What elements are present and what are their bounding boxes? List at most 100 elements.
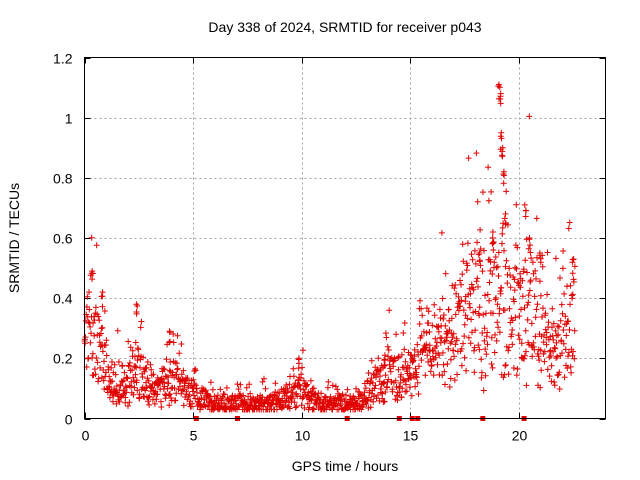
data-point [529, 259, 536, 266]
data-point [383, 334, 390, 341]
data-point [119, 362, 126, 369]
data-point [564, 365, 571, 372]
data-point [259, 378, 266, 385]
x-tick-label: 10 [295, 428, 311, 444]
data-point-spike [489, 234, 496, 241]
data-point [435, 328, 442, 335]
data-point [311, 391, 318, 398]
data-point [487, 258, 494, 265]
data-point [154, 391, 161, 398]
data-point [479, 268, 486, 275]
data-point-spike [167, 338, 173, 345]
data-point [114, 327, 121, 334]
data-point [151, 400, 158, 407]
data-point [472, 308, 479, 315]
data-point [482, 292, 488, 299]
data-point [413, 374, 420, 381]
data-point [446, 327, 453, 333]
data-point [380, 399, 387, 405]
data-point [186, 391, 193, 398]
data-point [408, 352, 415, 359]
data-point-spike [502, 221, 509, 228]
data-point [298, 371, 305, 378]
data-point [513, 265, 520, 272]
data-point [430, 372, 437, 379]
data-point [417, 297, 423, 304]
data-point [533, 306, 540, 313]
data-point [286, 405, 293, 412]
data-point [385, 347, 392, 353]
data-point [365, 370, 372, 376]
data-point [133, 377, 140, 384]
data-point [483, 351, 490, 358]
y-tick-label: 0.8 [53, 171, 73, 187]
data-point [92, 371, 99, 378]
data-point [475, 283, 481, 290]
data-point [465, 334, 472, 341]
data-point [481, 325, 488, 332]
data-point [376, 378, 383, 385]
data-point [446, 384, 453, 390]
data-point [412, 365, 419, 372]
data-point [131, 384, 138, 391]
data-point [377, 373, 383, 380]
data-point [396, 389, 403, 395]
data-point [411, 346, 418, 353]
data-point [300, 347, 306, 354]
data-point [507, 284, 514, 291]
data-point [485, 164, 492, 171]
data-point [552, 327, 559, 334]
data-point [170, 331, 177, 337]
data-point [506, 344, 512, 351]
data-point [506, 305, 513, 312]
data-point [93, 242, 100, 249]
data-point [192, 366, 198, 372]
data-point [418, 332, 425, 339]
data-point [95, 313, 102, 320]
data-point [94, 359, 101, 366]
data-point [189, 388, 196, 395]
data-point [371, 385, 378, 392]
data-point [503, 188, 510, 195]
data-point [462, 312, 469, 319]
data-point [324, 384, 331, 391]
data-point-spike [475, 251, 482, 258]
data-point [402, 358, 409, 365]
data-point [459, 241, 466, 248]
data-point [440, 315, 447, 322]
data-point [486, 297, 493, 304]
data-point-spike [89, 270, 96, 277]
data-point [411, 353, 418, 360]
data-point [414, 379, 421, 386]
y-tick-label: 0.6 [53, 231, 73, 247]
data-point-spike [99, 293, 106, 300]
data-point [496, 329, 503, 336]
data-point [531, 293, 538, 300]
data-point [461, 333, 468, 340]
data-point [484, 341, 491, 348]
data-point [160, 365, 167, 372]
data-point [495, 324, 502, 331]
data-point-spike [495, 83, 502, 90]
data-point [469, 329, 475, 336]
data-point [471, 347, 477, 354]
data-point [553, 339, 560, 346]
data-point [122, 394, 129, 401]
data-point-spike [501, 215, 508, 222]
data-point [424, 352, 431, 359]
data-point [95, 378, 102, 385]
data-point [471, 247, 478, 254]
data-point [526, 287, 533, 294]
data-point [124, 375, 131, 382]
data-point [541, 358, 548, 365]
data-point [395, 366, 402, 373]
data-point [132, 363, 139, 370]
data-point [395, 354, 402, 361]
data-point [194, 389, 200, 396]
data-point [329, 382, 336, 389]
data-point [449, 334, 456, 341]
data-point [459, 271, 466, 278]
data-point [367, 404, 374, 411]
data-point [452, 341, 459, 348]
data-point [437, 339, 444, 346]
